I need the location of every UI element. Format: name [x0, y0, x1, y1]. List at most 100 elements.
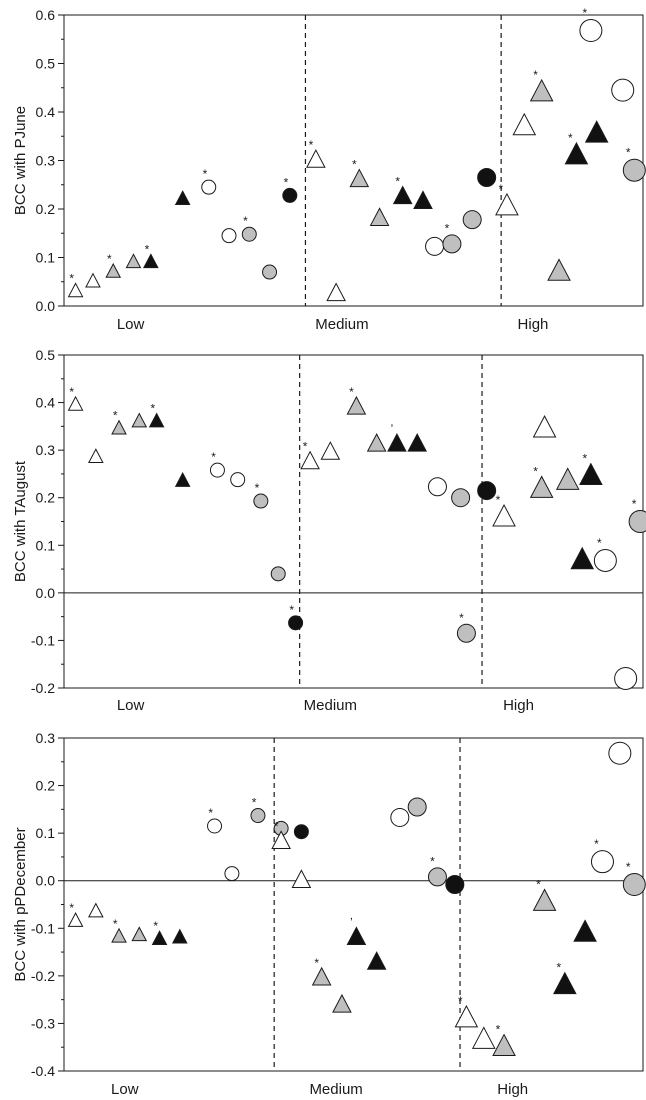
significance-marker: *: [145, 242, 150, 256]
data-point-triangle: [105, 262, 122, 278]
group-label-medium: Medium: [315, 316, 368, 333]
y-tick-label: 0.2: [36, 201, 56, 217]
group-label-low: Low: [117, 316, 145, 333]
group-label-low: Low: [111, 1081, 139, 1098]
data-point-circle: [427, 477, 447, 497]
data-point-circle: [241, 226, 257, 242]
chart-panel-3: -0.4 -0.3 -0.2 -0.1 0.0 0.1 0.2 0.3 BCC with pPD…: [12, 730, 646, 1098]
significance-marker: *: [568, 131, 573, 145]
data-point-triangle: [143, 253, 159, 269]
significance-marker: *: [303, 440, 308, 454]
data-point-circle: [224, 866, 240, 882]
data-point-triangle: [471, 1026, 496, 1049]
y-tick-label: 0.3: [36, 442, 56, 458]
plot-frame: [63, 737, 644, 1072]
data-point-triangle: [326, 282, 346, 302]
significance-marker: *: [536, 877, 541, 891]
y-tick-label: -0.4: [31, 1063, 55, 1079]
data-point-triangle: [346, 395, 367, 415]
data-point-triangle: [271, 830, 291, 849]
data-point-circle: [288, 615, 304, 631]
data-point-triangle: [413, 190, 433, 209]
y-axis-label: BCC with TAugust: [12, 460, 29, 582]
data-point-circle: [593, 549, 617, 573]
data-point-triangle: [306, 149, 326, 168]
data-point-triangle: [454, 1004, 479, 1028]
significance-marker: *: [458, 994, 463, 1008]
data-point-circle: [442, 234, 462, 254]
y-tick-label: 0.3: [36, 153, 56, 169]
data-point-circle: [614, 666, 638, 690]
data-point-triangle: [171, 928, 188, 944]
significance-marker: *: [203, 167, 208, 181]
data-point-circle: [427, 867, 447, 887]
data-point-triangle: [111, 927, 127, 943]
significance-marker: *: [69, 901, 74, 915]
y-tick-label: 0.4: [36, 104, 56, 120]
y-tick-label: 0.0: [36, 298, 56, 314]
data-point-triangle: [366, 951, 387, 970]
group-label-medium: Medium: [309, 1081, 362, 1098]
group-label-high: High: [518, 316, 549, 333]
data-point-triangle: [311, 966, 332, 986]
data-point-triangle: [148, 412, 165, 428]
data-point-triangle: [67, 282, 84, 298]
data-point-circle: [293, 824, 309, 840]
data-point-circle: [270, 566, 286, 582]
data-point-circle: [282, 187, 298, 203]
data-point-triangle: [573, 919, 597, 942]
data-point-circle: [253, 493, 269, 509]
y-tick-label: 0.1: [36, 825, 56, 841]
significance-marker: *: [211, 450, 216, 464]
significance-marker: *: [445, 222, 450, 236]
significance-marker: *: [150, 402, 155, 416]
data-point-triangle: [131, 412, 148, 428]
data-point-circle: [622, 158, 646, 182]
data-point-circle: [445, 875, 465, 895]
significance-marker: *: [69, 271, 74, 285]
y-tick-label: 0.2: [36, 490, 56, 506]
significance-marker: *: [533, 465, 538, 479]
data-point-circle: [390, 807, 410, 827]
significance-marker: *: [496, 493, 501, 507]
data-point-triangle: [174, 471, 191, 487]
significance-marker: *: [499, 182, 504, 196]
significance-marker: *: [274, 819, 279, 833]
data-point-triangle: [492, 1033, 516, 1056]
data-point-circle: [477, 481, 497, 501]
group-label-high: High: [497, 1081, 528, 1098]
data-point-triangle: [492, 503, 516, 527]
data-point-triangle: [174, 190, 191, 206]
data-point-triangle: [332, 993, 352, 1013]
significance-marker: *: [430, 855, 435, 869]
data-point-triangle: [111, 419, 127, 435]
y-tick-label: -0.1: [31, 632, 55, 648]
data-point-triangle: [392, 185, 413, 205]
significance-marker: *: [113, 917, 118, 931]
data-point-circle: [622, 873, 646, 897]
y-tick-label: 0.3: [36, 730, 56, 746]
chart-panel-1: 0.0 0.1 0.2 0.3 0.4 0.5 0.6 BCC with PJune Low Me…: [12, 6, 646, 333]
data-point-circle: [250, 808, 266, 824]
data-point-triangle: [151, 930, 168, 945]
data-point-circle: [207, 818, 223, 834]
group-label-high: High: [503, 697, 534, 714]
data-point-circle: [451, 488, 471, 508]
data-point-circle: [462, 210, 482, 230]
y-axis-label: BCC with pPDecember: [12, 827, 29, 981]
data-point-triangle: [584, 120, 609, 143]
significance-marker: *: [309, 138, 314, 152]
significance-marker: *: [583, 6, 588, 20]
significance-marker: *: [496, 1023, 501, 1037]
y-tick-label: -0.2: [31, 680, 55, 696]
significance-marker: *: [107, 252, 112, 266]
group-label-low: Low: [117, 697, 145, 714]
data-point-triangle: [579, 462, 603, 486]
data-point-circle: [456, 623, 476, 643]
significance-marker: ʼ: [350, 915, 353, 929]
data-point-triangle: [320, 441, 341, 460]
significance-marker: *: [314, 956, 319, 970]
data-point-triangle: [547, 258, 571, 281]
significance-marker: *: [632, 497, 637, 511]
